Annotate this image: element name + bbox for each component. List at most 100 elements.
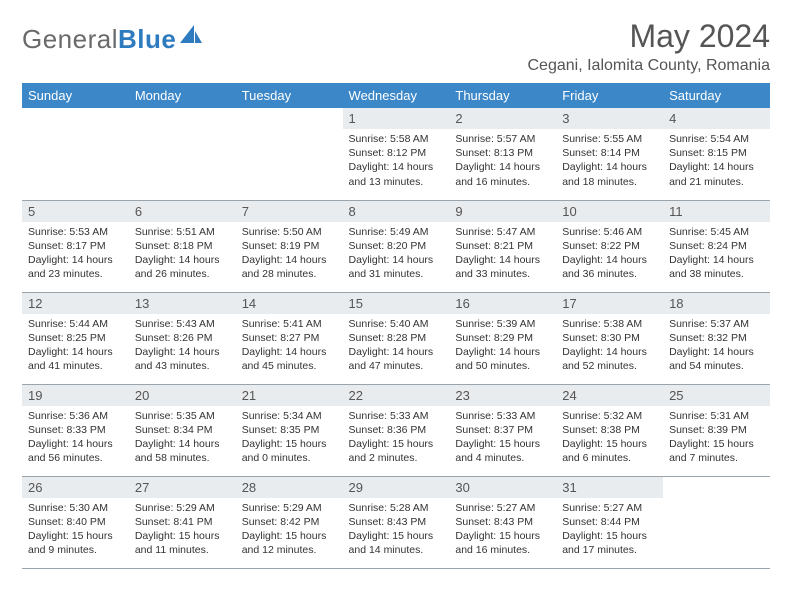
calendar-cell: 29Sunrise: 5:28 AMSunset: 8:43 PMDayligh… bbox=[343, 476, 450, 568]
day-number: 17 bbox=[556, 293, 663, 314]
day-body: Sunrise: 5:31 AMSunset: 8:39 PMDaylight:… bbox=[663, 406, 770, 471]
daylight-line: Daylight: 15 hours and 12 minutes. bbox=[242, 529, 337, 557]
sunset-line: Sunset: 8:43 PM bbox=[349, 515, 444, 529]
day-body: Sunrise: 5:28 AMSunset: 8:43 PMDaylight:… bbox=[343, 498, 450, 563]
calendar-cell: 21Sunrise: 5:34 AMSunset: 8:35 PMDayligh… bbox=[236, 384, 343, 476]
day-body: Sunrise: 5:47 AMSunset: 8:21 PMDaylight:… bbox=[449, 222, 556, 287]
sunrise-line: Sunrise: 5:29 AM bbox=[242, 501, 337, 515]
day-number: 26 bbox=[22, 477, 129, 498]
location: Cegani, Ialomita County, Romania bbox=[528, 57, 771, 75]
calendar-cell: 20Sunrise: 5:35 AMSunset: 8:34 PMDayligh… bbox=[129, 384, 236, 476]
calendar-cell: 1Sunrise: 5:58 AMSunset: 8:12 PMDaylight… bbox=[343, 108, 450, 200]
calendar-cell: 5Sunrise: 5:53 AMSunset: 8:17 PMDaylight… bbox=[22, 200, 129, 292]
daylight-line: Daylight: 15 hours and 4 minutes. bbox=[455, 437, 550, 465]
day-number: 18 bbox=[663, 293, 770, 314]
daylight-line: Daylight: 14 hours and 31 minutes. bbox=[349, 253, 444, 281]
sunset-line: Sunset: 8:42 PM bbox=[242, 515, 337, 529]
daylight-line: Daylight: 14 hours and 33 minutes. bbox=[455, 253, 550, 281]
sunset-line: Sunset: 8:30 PM bbox=[562, 331, 657, 345]
calendar-cell: 28Sunrise: 5:29 AMSunset: 8:42 PMDayligh… bbox=[236, 476, 343, 568]
day-body: Sunrise: 5:43 AMSunset: 8:26 PMDaylight:… bbox=[129, 314, 236, 379]
sunrise-line: Sunrise: 5:34 AM bbox=[242, 409, 337, 423]
calendar-cell: 12Sunrise: 5:44 AMSunset: 8:25 PMDayligh… bbox=[22, 292, 129, 384]
sunset-line: Sunset: 8:28 PM bbox=[349, 331, 444, 345]
sunset-line: Sunset: 8:18 PM bbox=[135, 239, 230, 253]
calendar-cell: 18Sunrise: 5:37 AMSunset: 8:32 PMDayligh… bbox=[663, 292, 770, 384]
sunrise-line: Sunrise: 5:38 AM bbox=[562, 317, 657, 331]
sunset-line: Sunset: 8:19 PM bbox=[242, 239, 337, 253]
sunrise-line: Sunrise: 5:57 AM bbox=[455, 132, 550, 146]
day-body: Sunrise: 5:41 AMSunset: 8:27 PMDaylight:… bbox=[236, 314, 343, 379]
day-body: Sunrise: 5:45 AMSunset: 8:24 PMDaylight:… bbox=[663, 222, 770, 287]
day-number: 27 bbox=[129, 477, 236, 498]
day-number: 13 bbox=[129, 293, 236, 314]
sunset-line: Sunset: 8:34 PM bbox=[135, 423, 230, 437]
daylight-line: Daylight: 14 hours and 23 minutes. bbox=[28, 253, 123, 281]
daylight-line: Daylight: 14 hours and 45 minutes. bbox=[242, 345, 337, 373]
day-body: Sunrise: 5:44 AMSunset: 8:25 PMDaylight:… bbox=[22, 314, 129, 379]
sunrise-line: Sunrise: 5:41 AM bbox=[242, 317, 337, 331]
sunset-line: Sunset: 8:44 PM bbox=[562, 515, 657, 529]
sunset-line: Sunset: 8:36 PM bbox=[349, 423, 444, 437]
sunrise-line: Sunrise: 5:27 AM bbox=[455, 501, 550, 515]
day-number: 2 bbox=[449, 108, 556, 129]
calendar-cell: 27Sunrise: 5:29 AMSunset: 8:41 PMDayligh… bbox=[129, 476, 236, 568]
day-number: 14 bbox=[236, 293, 343, 314]
day-number: 28 bbox=[236, 477, 343, 498]
day-body: Sunrise: 5:29 AMSunset: 8:41 PMDaylight:… bbox=[129, 498, 236, 563]
calendar-cell: 3Sunrise: 5:55 AMSunset: 8:14 PMDaylight… bbox=[556, 108, 663, 200]
calendar-cell: .. bbox=[129, 108, 236, 200]
calendar-row: ......1Sunrise: 5:58 AMSunset: 8:12 PMDa… bbox=[22, 108, 770, 200]
sunset-line: Sunset: 8:14 PM bbox=[562, 146, 657, 160]
calendar-cell: 8Sunrise: 5:49 AMSunset: 8:20 PMDaylight… bbox=[343, 200, 450, 292]
daylight-line: Daylight: 14 hours and 21 minutes. bbox=[669, 160, 764, 188]
day-header: Thursday bbox=[449, 83, 556, 108]
sunset-line: Sunset: 8:20 PM bbox=[349, 239, 444, 253]
sunset-line: Sunset: 8:25 PM bbox=[28, 331, 123, 345]
day-body: Sunrise: 5:58 AMSunset: 8:12 PMDaylight:… bbox=[343, 129, 450, 194]
daylight-line: Daylight: 14 hours and 13 minutes. bbox=[349, 160, 444, 188]
daylight-line: Daylight: 15 hours and 6 minutes. bbox=[562, 437, 657, 465]
calendar-cell: .. bbox=[22, 108, 129, 200]
day-number: 9 bbox=[449, 201, 556, 222]
daylight-line: Daylight: 14 hours and 50 minutes. bbox=[455, 345, 550, 373]
day-header: Tuesday bbox=[236, 83, 343, 108]
day-body: Sunrise: 5:50 AMSunset: 8:19 PMDaylight:… bbox=[236, 222, 343, 287]
daylight-line: Daylight: 14 hours and 43 minutes. bbox=[135, 345, 230, 373]
sunrise-line: Sunrise: 5:43 AM bbox=[135, 317, 230, 331]
sunrise-line: Sunrise: 5:44 AM bbox=[28, 317, 123, 331]
title-block: May 2024 Cegani, Ialomita County, Romani… bbox=[528, 18, 771, 75]
day-header: Monday bbox=[129, 83, 236, 108]
day-body: Sunrise: 5:29 AMSunset: 8:42 PMDaylight:… bbox=[236, 498, 343, 563]
calendar-cell: 6Sunrise: 5:51 AMSunset: 8:18 PMDaylight… bbox=[129, 200, 236, 292]
calendar-cell: 30Sunrise: 5:27 AMSunset: 8:43 PMDayligh… bbox=[449, 476, 556, 568]
daylight-line: Daylight: 15 hours and 2 minutes. bbox=[349, 437, 444, 465]
sunrise-line: Sunrise: 5:55 AM bbox=[562, 132, 657, 146]
daylight-line: Daylight: 14 hours and 41 minutes. bbox=[28, 345, 123, 373]
calendar-cell: 24Sunrise: 5:32 AMSunset: 8:38 PMDayligh… bbox=[556, 384, 663, 476]
daylight-line: Daylight: 15 hours and 0 minutes. bbox=[242, 437, 337, 465]
calendar-cell: 19Sunrise: 5:36 AMSunset: 8:33 PMDayligh… bbox=[22, 384, 129, 476]
sunrise-line: Sunrise: 5:46 AM bbox=[562, 225, 657, 239]
sunrise-line: Sunrise: 5:35 AM bbox=[135, 409, 230, 423]
sunset-line: Sunset: 8:39 PM bbox=[669, 423, 764, 437]
day-body: Sunrise: 5:55 AMSunset: 8:14 PMDaylight:… bbox=[556, 129, 663, 194]
sunset-line: Sunset: 8:26 PM bbox=[135, 331, 230, 345]
day-body: Sunrise: 5:37 AMSunset: 8:32 PMDaylight:… bbox=[663, 314, 770, 379]
daylight-line: Daylight: 14 hours and 56 minutes. bbox=[28, 437, 123, 465]
daylight-line: Daylight: 15 hours and 11 minutes. bbox=[135, 529, 230, 557]
daylight-line: Daylight: 14 hours and 36 minutes. bbox=[562, 253, 657, 281]
sunrise-line: Sunrise: 5:49 AM bbox=[349, 225, 444, 239]
daylight-line: Daylight: 14 hours and 26 minutes. bbox=[135, 253, 230, 281]
daylight-line: Daylight: 14 hours and 58 minutes. bbox=[135, 437, 230, 465]
day-header: Friday bbox=[556, 83, 663, 108]
calendar-cell: 10Sunrise: 5:46 AMSunset: 8:22 PMDayligh… bbox=[556, 200, 663, 292]
day-header: Sunday bbox=[22, 83, 129, 108]
calendar-cell: 13Sunrise: 5:43 AMSunset: 8:26 PMDayligh… bbox=[129, 292, 236, 384]
sunrise-line: Sunrise: 5:53 AM bbox=[28, 225, 123, 239]
day-body: Sunrise: 5:54 AMSunset: 8:15 PMDaylight:… bbox=[663, 129, 770, 194]
sunrise-line: Sunrise: 5:47 AM bbox=[455, 225, 550, 239]
day-number: 30 bbox=[449, 477, 556, 498]
sunrise-line: Sunrise: 5:39 AM bbox=[455, 317, 550, 331]
sunrise-line: Sunrise: 5:30 AM bbox=[28, 501, 123, 515]
